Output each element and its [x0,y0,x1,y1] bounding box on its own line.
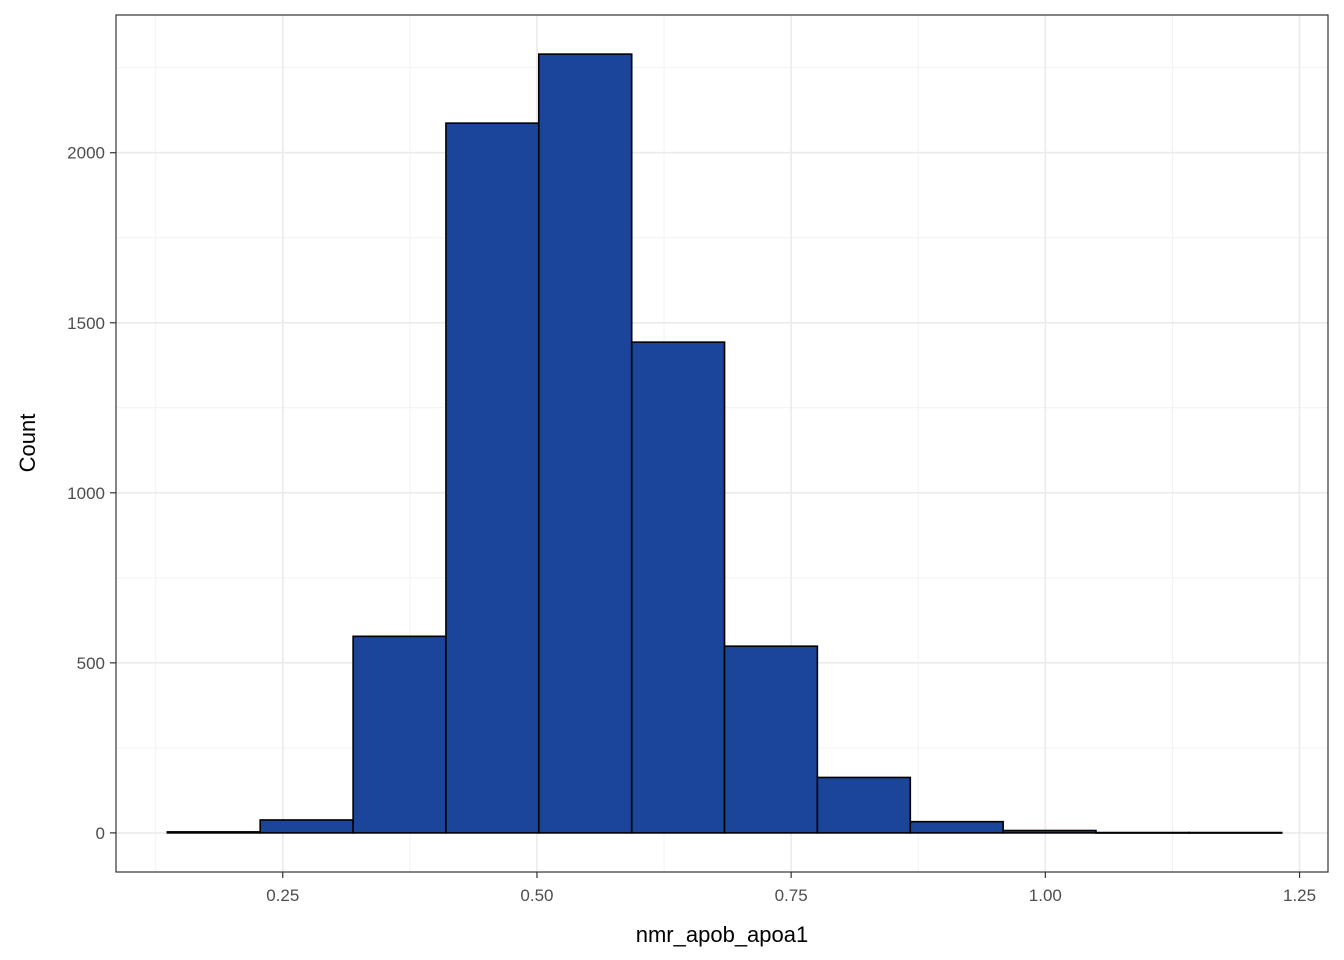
histogram-bar [1095,831,1190,834]
x-tick-label: 0.50 [520,886,553,905]
histogram-bar [816,776,912,834]
histogram-bar [909,820,1004,834]
histogram-bar [352,635,447,834]
y-tick-label: 1000 [67,484,105,503]
histogram-bar [537,53,633,834]
y-tick-label: 500 [77,654,105,673]
y-tick-label: 0 [96,824,105,843]
histogram-bars [166,53,1283,834]
histogram-bar [445,122,540,834]
x-tick-label: 0.25 [266,886,299,905]
histogram-bar [166,831,261,834]
histogram-bar [1188,831,1283,834]
histogram-bar [723,645,819,834]
histogram-bar [259,819,354,834]
x-tick-label: 0.75 [775,886,808,905]
histogram-bar [630,341,726,834]
y-tick-label: 2000 [67,144,105,163]
y-axis-title: Count [15,414,40,473]
histogram-bar [1002,829,1097,834]
x-axis-ticks: 0.25 0.50 0.75 1.00 1.25 [266,872,1316,905]
plot-border [115,14,1329,873]
y-tick-label: 1500 [67,314,105,333]
x-tick-label: 1.25 [1283,886,1316,905]
x-tick-label: 1.00 [1029,886,1062,905]
y-axis-ticks: 0 500 1000 1500 2000 [67,144,116,843]
x-axis-title: nmr_apob_apoa1 [636,922,808,947]
